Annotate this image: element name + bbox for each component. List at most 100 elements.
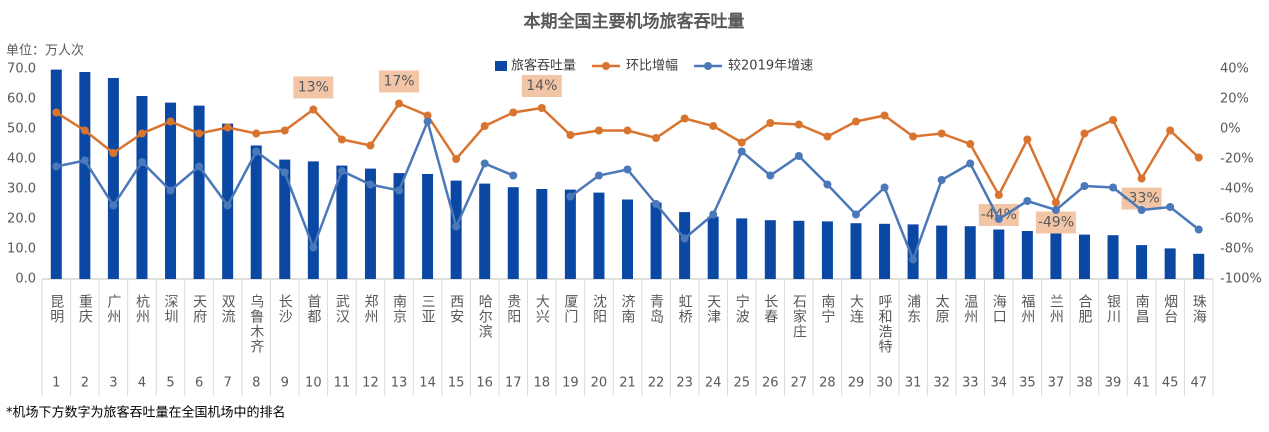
x-tick-label: 厦门 — [562, 294, 578, 324]
value-label: 13% — [298, 80, 329, 96]
bar — [222, 123, 234, 279]
x-tick-label: 昆明 — [48, 294, 64, 324]
rank-label: 47 — [1190, 376, 1207, 391]
marker — [794, 152, 803, 160]
rank-label: 16 — [476, 376, 493, 391]
rank-label: 1 — [52, 376, 60, 391]
legend-label: 环比增幅 — [626, 59, 678, 74]
bar — [907, 224, 919, 279]
bar — [564, 189, 576, 279]
rank-label: 18 — [534, 376, 551, 391]
legend-swatch — [704, 62, 713, 70]
marker — [80, 156, 89, 165]
bar — [1050, 232, 1062, 279]
rank-label: 30 — [876, 376, 893, 391]
x-tick-label: 贵阳 — [505, 294, 521, 324]
rank-label: 24 — [705, 376, 722, 391]
rank-label: 21 — [619, 376, 636, 391]
bar — [850, 223, 862, 279]
marker — [166, 117, 175, 126]
y2-tick-label: -80% — [1220, 242, 1254, 257]
rank-label: 45 — [1162, 376, 1179, 391]
marker — [195, 129, 204, 138]
bar — [964, 226, 976, 279]
rank-label: 11 — [334, 376, 351, 391]
marker — [223, 201, 232, 210]
marker — [823, 180, 832, 189]
marker — [994, 191, 1003, 199]
bar — [422, 174, 434, 279]
unit-label: 单位：万人次 — [6, 43, 84, 59]
x-tick-label: 珠海 — [1191, 294, 1207, 324]
marker — [766, 171, 775, 180]
x-tick-label: 济南 — [620, 294, 636, 324]
bar — [136, 96, 148, 279]
marker — [652, 134, 661, 142]
y-tick-label: 40.0 — [7, 152, 36, 167]
x-tick-label: 长春 — [762, 294, 778, 324]
marker — [994, 215, 1003, 223]
marker — [309, 105, 318, 114]
marker — [280, 126, 289, 135]
marker — [137, 158, 146, 166]
value-label: -49% — [1038, 215, 1074, 231]
bar — [79, 72, 91, 279]
x-tick-label: 银川 — [1105, 294, 1121, 324]
rank-label: 9 — [281, 376, 289, 391]
bar — [764, 220, 776, 279]
marker — [1166, 126, 1175, 135]
bar — [307, 161, 319, 279]
marker — [309, 243, 318, 252]
marker — [1109, 116, 1118, 124]
marker — [851, 117, 860, 126]
rank-label: 19 — [562, 376, 579, 391]
marker — [452, 155, 461, 163]
marker — [509, 108, 518, 117]
bar — [1193, 253, 1205, 279]
y2-tick-label: -100% — [1220, 272, 1262, 287]
marker — [909, 255, 918, 264]
marker — [966, 140, 975, 148]
marker — [166, 186, 175, 195]
rank-label: 10 — [305, 376, 322, 391]
bar — [536, 189, 548, 279]
rank-label: 14 — [419, 376, 436, 391]
marker — [223, 123, 232, 132]
bar — [479, 183, 491, 279]
x-tick-label: 乌鲁木齐 — [248, 294, 264, 354]
value-label: -44% — [981, 207, 1017, 223]
y2-tick-label: -60% — [1220, 212, 1254, 227]
x-tick-label: 宁波 — [734, 293, 750, 324]
marker — [737, 147, 746, 156]
marker — [109, 201, 118, 210]
legend-label: 旅客吞吐量 — [511, 58, 576, 74]
marker — [851, 210, 860, 219]
y-tick-label: 30.0 — [7, 182, 36, 197]
bar — [393, 173, 405, 279]
marker — [80, 126, 89, 135]
value-label-bg — [1121, 187, 1162, 210]
marker — [709, 122, 718, 130]
x-tick-label: 重庆 — [77, 294, 93, 324]
marker — [623, 126, 632, 135]
x-tick-label: 沈阳 — [591, 294, 607, 324]
chart-title: 本期全国主要机场旅客吞吐量 — [524, 11, 745, 32]
x-tick-label: 武汉 — [334, 294, 350, 324]
x-tick-label: 南昌 — [1134, 294, 1150, 324]
y-tick-label: 0.0 — [15, 272, 36, 287]
marker — [966, 159, 975, 168]
marker — [566, 192, 575, 201]
legend-label: 较2019年增速 — [728, 59, 813, 74]
marker — [1023, 197, 1032, 205]
marker — [52, 108, 61, 117]
bar — [593, 192, 605, 279]
y2-tick-label: -20% — [1220, 152, 1254, 167]
marker — [823, 132, 832, 141]
y-tick-label: 20.0 — [7, 212, 36, 227]
bar — [250, 145, 262, 279]
x-tick-label: 深圳 — [163, 294, 179, 324]
y2-tick-label: 40% — [1220, 62, 1249, 77]
marker — [594, 126, 603, 135]
bar — [993, 229, 1005, 279]
rank-label: 41 — [1133, 376, 1150, 391]
